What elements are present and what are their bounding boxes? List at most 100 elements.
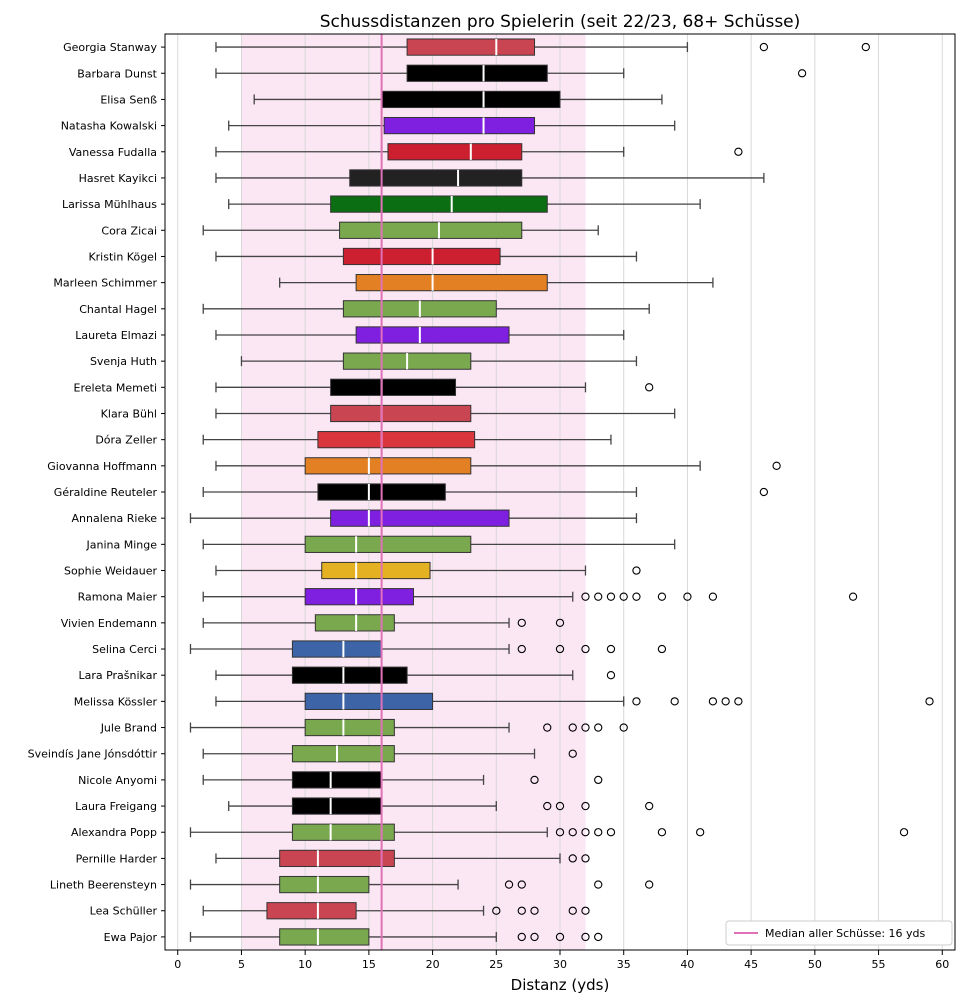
y-tick-label: Ramona Maier [78,591,158,604]
y-tick-label: Pernille Harder [76,852,158,865]
box [291,666,408,684]
outlier-point [568,723,577,732]
box [279,849,395,868]
y-tick-label: Barbara Dunst [77,67,157,80]
outlier-point [683,592,692,601]
outlier-point [797,69,807,78]
outlier-point [517,644,526,654]
outlier-point [555,828,565,837]
outlier-point [517,932,526,942]
legend-box [725,920,953,946]
y-tick-label: Giovanna Hoffmann [47,460,157,473]
y-tick-label: Vivien Endemann [61,617,157,630]
box [291,797,383,815]
outlier-point [581,828,590,837]
outlier-point [708,697,718,706]
outlier-point [606,592,616,601]
box [304,535,472,553]
y-tick-label: Ewa Pajor [104,931,158,944]
box [317,431,476,449]
outlier-point [696,828,705,837]
y-tick-label: Laureta Elmazi [75,329,157,342]
outlier-point [555,618,565,628]
x-axis-label: Distanz (yds) [511,976,610,994]
y-tick-label: Kristin Kögel [88,250,157,263]
outlier-point [619,592,628,601]
x-tick-label: 25 [489,958,503,971]
outlier-point [581,932,590,942]
box [279,875,370,894]
outlier-point [594,592,603,601]
x-tick-label: 55 [872,958,886,971]
box [304,588,414,606]
outlier-point [581,906,590,915]
outlier-point [670,697,679,706]
outlier-point [772,461,781,470]
outlier-point [645,880,654,889]
box [339,221,523,239]
outlier-point [619,723,628,732]
outlier-point [657,592,667,601]
outlier-point [504,880,514,889]
outlier-point [530,932,539,942]
y-tick-label: Ereleta Memeti [74,381,157,394]
y-tick-label: Alexandra Popp [71,826,157,839]
y-tick-label: Georgia Stanway [63,41,157,54]
outlier-point [759,487,769,497]
box [321,561,431,580]
y-tick-label: Dóra Zeller [95,434,157,447]
y-tick-label: Svenja Huth [90,355,157,368]
box [330,509,510,527]
outlier-point [632,592,641,601]
outlier-point [581,723,590,732]
y-tick-label: Géraldine Reuteler [54,486,158,499]
outlier-point [543,801,552,811]
x-tick-label: 5 [238,958,245,971]
y-tick-label: Klara Bühl [101,407,157,420]
outlier-point [594,723,603,732]
y-tick-label: Selina Cerci [92,643,157,656]
y-tick-label: Lineth Beerensteyn [50,879,157,892]
y-tick-label: Cora Zicai [101,224,157,237]
y-tick-label: Melissa Kössler [74,695,158,708]
outlier-point [734,697,743,706]
outlier-point [517,880,526,889]
box [291,745,395,763]
outlier-point [492,906,501,915]
outlier-point [568,906,577,915]
box [266,902,357,920]
outlier-point [543,723,552,732]
outlier-point [632,697,641,706]
outlier-point [517,618,526,628]
y-tick-label: Sophie Weidauer [64,565,158,578]
outlier-point [734,147,743,156]
y-tick-label: Vanessa Fudalla [69,146,157,159]
box [406,64,548,82]
outlier-point [925,697,934,706]
x-tick-label: 20 [426,958,440,971]
outlier-point [645,383,654,392]
outlier-point [606,671,616,680]
x-tick-label: 50 [808,958,822,971]
x-tick-label: 40 [680,958,694,971]
x-tick-label: 15 [362,958,376,971]
outlier-point [581,592,590,601]
x-tick-label: 45 [744,958,758,971]
box [383,116,536,135]
box [291,640,383,658]
box [304,692,434,710]
box [330,195,548,213]
outlier-point [645,801,654,811]
outlier-point [759,42,769,52]
box [304,718,395,737]
chart-title: Schussdistanzen pro Spielerin (seit 22/2… [320,12,801,32]
plot-frame [164,33,956,951]
outlier-point [555,644,565,654]
y-tick-label: Janina Minge [86,538,158,551]
outlier-point [594,828,603,837]
outlier-point [861,42,870,52]
box [330,378,457,396]
outlier-point [581,644,590,654]
outlier-point [899,828,909,837]
